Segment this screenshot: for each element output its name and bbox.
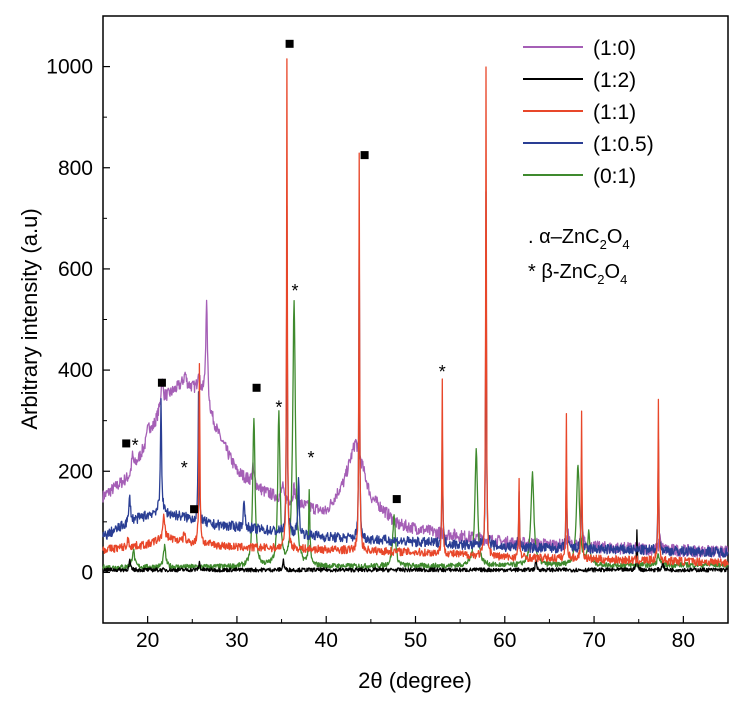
svg-text:. α–ZnC2O4: . α–ZnC2O4 (528, 226, 630, 252)
y-tick-label: 1000 (46, 56, 93, 79)
x-tick-label: 30 (225, 629, 248, 652)
legend-note-beta-prefix: * (528, 261, 541, 283)
alpha-marker-square (360, 151, 369, 160)
series-line (102, 529, 729, 573)
beta-marker-star: * (439, 362, 446, 382)
series-layer (102, 58, 729, 573)
beta-marker-star: * (308, 448, 315, 468)
x-tick-label: 40 (315, 629, 338, 652)
legend-note-beta: * β-ZnC2O4 (528, 261, 627, 287)
alpha-marker-square (122, 439, 131, 448)
svg-text:* β-ZnC2O4: * β-ZnC2O4 (528, 261, 627, 287)
peak-markers: * * * * * * (122, 39, 446, 514)
x-tick-label: 60 (493, 629, 516, 652)
legend-note-beta-sub1: 2 (597, 272, 604, 287)
legend-note-beta-sub2: 4 (620, 272, 627, 287)
alpha-marker-square (190, 505, 199, 514)
legend-note-beta-mid: O (605, 261, 621, 283)
alpha-marker-square (252, 383, 261, 392)
x-tick-label: 70 (582, 629, 605, 652)
series-line (102, 299, 729, 571)
legend-note-alpha: . α–ZnC2O4 (528, 226, 630, 252)
legend-note-alpha-sub2: 4 (622, 237, 629, 252)
alpha-marker-square (157, 378, 166, 387)
x-axis-title: 2θ (degree) (358, 668, 472, 693)
legend-note-beta-text: β-ZnC (541, 261, 597, 283)
alpha-marker-square (285, 39, 294, 48)
x-tick-label: 50 (404, 629, 427, 652)
y-axis: 0 200 400 600 800 1000 (46, 15, 110, 624)
legend-note-alpha-text: α–ZnC (539, 226, 599, 248)
x-tick-label: 20 (136, 629, 159, 652)
y-tick-label: 800 (58, 157, 93, 180)
legend-label: (1:0.5) (593, 133, 654, 156)
legend-note-alpha-mid: O (607, 226, 623, 248)
legend-label: (1:1) (593, 101, 636, 124)
y-tick-label: 400 (58, 359, 93, 382)
y-tick-label: 200 (58, 460, 93, 483)
legend-note-alpha-prefix: . (528, 226, 539, 248)
alpha-marker-square (392, 495, 401, 504)
beta-marker-star: * (275, 397, 282, 417)
series-line (102, 191, 729, 558)
x-axis: 20 30 40 50 60 70 80 (102, 616, 729, 652)
y-tick-label: 0 (81, 561, 93, 584)
beta-marker-star: * (181, 458, 188, 478)
legend-note-alpha-sub1: 2 (600, 237, 607, 252)
legend: (1:0) (1:2) (1:1) (1:0.5) (0:1) (523, 37, 654, 188)
series-line (102, 299, 729, 559)
y-axis-title: Arbitrary intensity (a.u) (17, 208, 42, 429)
x-tick-label: 80 (672, 629, 695, 652)
series-line (102, 58, 729, 567)
y-tick-label: 600 (58, 258, 93, 281)
legend-label: (1:0) (593, 37, 636, 60)
beta-marker-star: * (132, 435, 139, 455)
beta-marker-star: * (291, 281, 298, 301)
legend-label: (1:2) (593, 69, 636, 92)
legend-label: (0:1) (593, 165, 636, 188)
